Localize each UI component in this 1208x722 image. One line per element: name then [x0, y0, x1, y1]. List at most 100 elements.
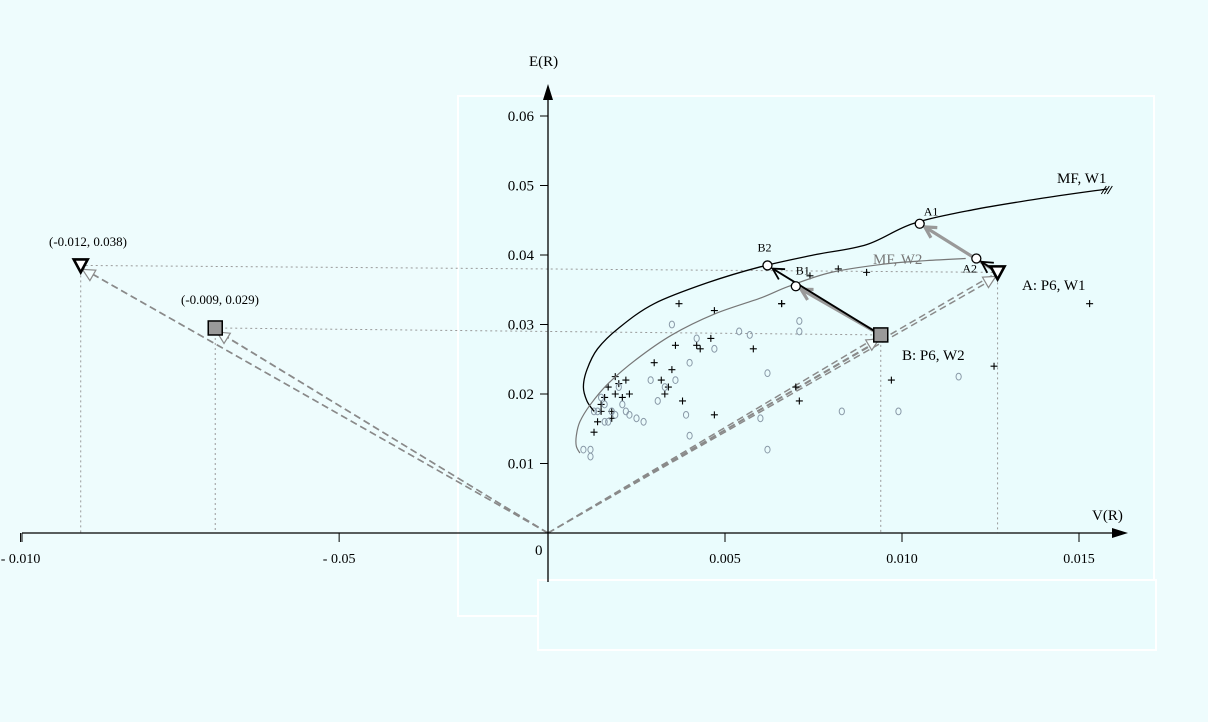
asset-point-w2 — [895, 407, 902, 416]
frontier-point-label: B1 — [796, 263, 810, 277]
frontier-point — [790, 281, 801, 292]
asset-point-w2 — [633, 414, 640, 423]
x-axis-arrowhead — [1112, 528, 1128, 538]
asset-point-w2 — [736, 327, 743, 336]
dashed-ray — [547, 337, 884, 534]
frontier-point-label: B2 — [757, 240, 771, 254]
asset-point-w1 — [650, 359, 658, 367]
shift-arrows — [770, 225, 999, 337]
frontier-point-label: A2 — [962, 261, 977, 275]
ticks: - 0.010 - 0.05 0.005 0.010 0.015 0.01 0.02 0.03… — [1, 109, 1095, 567]
guide-lines — [80, 264, 999, 533]
y-axis-label: E(R) — [529, 54, 558, 70]
asset-point-w1 — [778, 300, 786, 308]
asset-point-w1 — [679, 397, 687, 405]
asset-point-w1 — [990, 362, 998, 370]
dashed-ray — [216, 330, 549, 534]
asset-point-w1 — [668, 366, 676, 374]
asset-point-w2 — [601, 400, 608, 409]
asset-point-w1 — [863, 268, 871, 276]
asset-point-w2 — [757, 414, 764, 423]
asset-point-w1 — [696, 345, 704, 353]
frontier-end-hatch — [1100, 185, 1107, 195]
asset-point-w1 — [675, 300, 683, 308]
frontier-point-label: A1 — [924, 205, 939, 219]
x-tick-label: - 0.05 — [323, 552, 356, 567]
x-tick-label: - 0.010 — [1, 552, 41, 567]
asset-point-w1 — [707, 334, 715, 342]
asset-point-w2 — [668, 320, 676, 329]
plot-panel — [457, 95, 1155, 617]
asset-scatter — [580, 265, 1094, 461]
portfolio-square — [873, 327, 889, 343]
asset-point-w2 — [955, 372, 962, 381]
asset-point-w1 — [611, 390, 619, 398]
dashed-ray — [547, 335, 880, 534]
asset-point-w2 — [626, 410, 633, 419]
frontier-w1 — [582, 188, 1108, 412]
asset-point-w1 — [597, 407, 605, 415]
asset-point-w2 — [612, 410, 619, 419]
portfolio-label: (-0.009, 0.029) — [181, 292, 259, 307]
asset-point-w2 — [601, 417, 608, 426]
dashed-ray — [82, 267, 549, 534]
dashed-ray — [547, 274, 1000, 534]
asset-point-w2 — [686, 358, 693, 367]
plot-panel-lower — [537, 579, 1157, 651]
rays — [78, 265, 1000, 534]
asset-point-w1 — [661, 390, 669, 398]
y-tick-label: 0.01 — [508, 457, 534, 473]
asset-point-w1 — [604, 383, 612, 391]
asset-point-w2 — [764, 445, 771, 454]
asset-point-w2 — [590, 407, 598, 416]
y-tick-label: 0.05 — [508, 179, 534, 195]
asset-point-w2 — [746, 331, 753, 339]
asset-point-w2 — [619, 400, 626, 409]
asset-point-w2 — [796, 317, 803, 325]
y-tick-label: 0.02 — [508, 387, 534, 403]
asset-point-w2 — [682, 410, 690, 419]
y-tick-label: 0.03 — [508, 318, 534, 334]
asset-point-w1 — [664, 383, 672, 391]
asset-point-w1 — [749, 345, 757, 353]
y-axis-arrowhead — [543, 84, 553, 100]
shift-arrowhead — [979, 260, 994, 274]
frontier-curves — [575, 185, 1113, 454]
x-tick-label: 0.015 — [1063, 552, 1095, 567]
asset-point-w1 — [657, 376, 665, 384]
guide-horizontal — [215, 327, 881, 336]
portfolio-markers — [71, 218, 1007, 343]
asset-point-w2 — [838, 407, 845, 416]
y-tick-label: 0.06 — [508, 109, 535, 125]
frontier-end-hatch — [1106, 185, 1113, 195]
frontier-point — [971, 253, 982, 264]
asset-point-w2 — [615, 383, 622, 391]
x-tick-label: 0.005 — [709, 552, 741, 567]
origin-label: 0 — [535, 543, 543, 559]
asset-point-w1 — [618, 393, 626, 401]
asset-point-w2 — [654, 397, 661, 405]
asset-point-w2 — [711, 344, 718, 353]
asset-point-w1 — [597, 400, 605, 408]
shift-arrowhead — [921, 225, 938, 239]
asset-point-w2 — [580, 445, 587, 454]
asset-point-w2 — [686, 431, 693, 440]
portfolio-label: (-0.012, 0.038) — [49, 234, 127, 249]
portfolio-triangle — [988, 265, 1007, 283]
asset-point-w1 — [594, 418, 602, 426]
series-label-w2: MF, W2 — [873, 252, 922, 268]
asset-point-w1 — [795, 397, 803, 405]
asset-point-w1 — [710, 411, 718, 419]
series-label-w1: MF, W1 — [1057, 171, 1106, 187]
asset-point-w2 — [594, 407, 601, 416]
portfolio-label: A: P6, W1 — [1022, 278, 1085, 294]
asset-point-w2 — [672, 376, 679, 385]
frontier-end-hatch — [1103, 185, 1110, 195]
asset-point-w2 — [693, 334, 700, 343]
x-tick-label: 0.010 — [886, 552, 918, 567]
portfolio-triangle — [71, 258, 90, 276]
asset-point-w1 — [590, 428, 598, 436]
asset-point-w1 — [1086, 300, 1094, 308]
annotation-labels: A1 A2 B1 B2 A: P6, W1 B: P6, W2 (-0.012, 0.038… — [49, 171, 1106, 364]
